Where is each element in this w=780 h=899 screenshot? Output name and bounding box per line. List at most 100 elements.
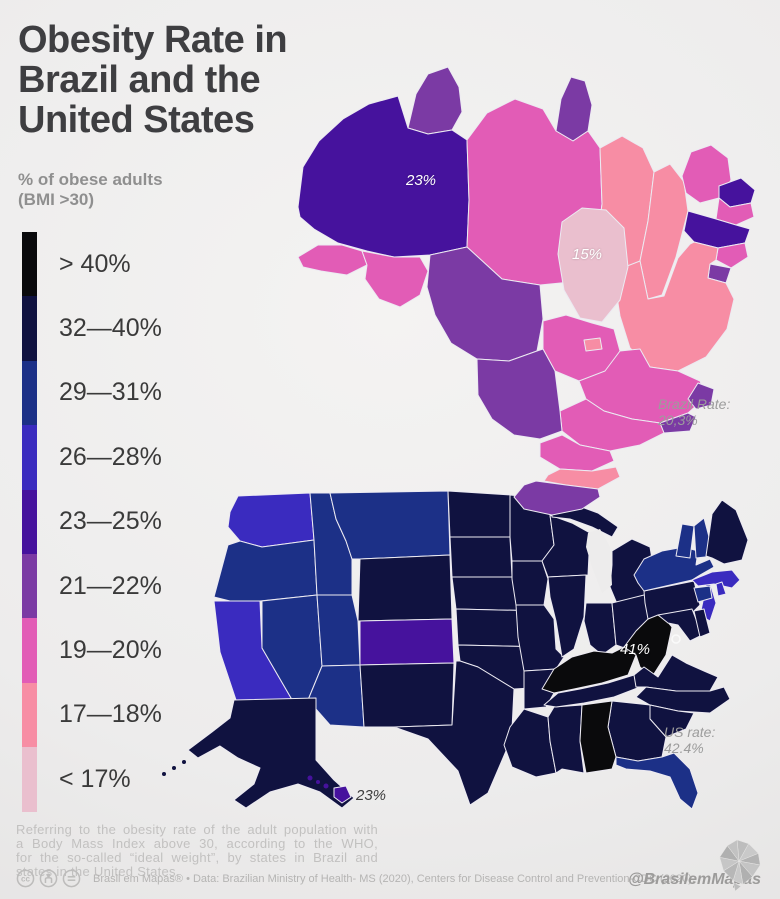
brazil-state (639, 163, 689, 300)
footnote-line-3: for the so-called “ideal weight”, by sta… (16, 850, 378, 865)
credits-bar: cc Brasil em Mapas® • Data: Brazilian Mi… (16, 869, 695, 888)
legend-label: 26—28% (59, 442, 162, 471)
subtitle-line-1: % of obese adults (18, 170, 163, 189)
brazil-state (476, 348, 563, 440)
subtitle: % of obese adults (BMI >30) (18, 170, 163, 210)
legend-swatch (22, 682, 37, 748)
us-state (316, 780, 320, 784)
attribution-icon (39, 869, 58, 888)
legend-swatch (22, 618, 37, 683)
brazil-state (539, 434, 615, 472)
legend-swatch (22, 489, 37, 554)
brazil-state (583, 337, 603, 352)
us-state (693, 608, 711, 638)
legend-item: 19—20% (22, 618, 162, 683)
brazil-state (557, 207, 629, 323)
us-rate-note: US rate: 42.4% (664, 724, 715, 756)
brazil-amazonas-value-label: 23% (406, 172, 437, 189)
us-state (705, 499, 749, 565)
us-state (333, 785, 352, 804)
us-state (307, 664, 365, 728)
title-line-2: Brazil and the (18, 59, 261, 101)
legend-item: 17—18% (22, 682, 162, 748)
svg-text:cc: cc (21, 875, 30, 884)
brasil-em-mapas-logo (719, 839, 761, 892)
us-state (227, 492, 315, 548)
us-state (182, 760, 186, 764)
cc-icon: cc (16, 869, 35, 888)
legend-label: 23—25% (59, 507, 162, 536)
legend-label: 32—40% (59, 314, 162, 343)
us-state (449, 536, 513, 578)
legend-item: < 17% (22, 747, 162, 812)
footnote-line-2: a Body Mass Index above 30, according to… (16, 836, 378, 851)
legend-swatch (22, 296, 37, 361)
us-state (633, 654, 719, 692)
title-line-1: Obesity Rate in (18, 19, 288, 61)
us-state (691, 569, 741, 589)
no-derivatives-icon (62, 869, 81, 888)
us-state (359, 618, 455, 666)
legend-item: 23—25% (22, 489, 162, 554)
legend-label: 29—31% (59, 378, 162, 407)
brazil-rate-note: Brazil Rate: 20,3% (658, 396, 730, 428)
us-state (579, 700, 617, 774)
source-text: Brasil em Mapas® • Data: Brazilian Minis… (93, 872, 695, 885)
us-state (172, 766, 176, 770)
us-state (307, 775, 313, 781)
legend: > 40% 32—40% 29—31% 26—28% 23—25% 21—22% 19—20… (22, 232, 162, 812)
us-state (623, 612, 673, 678)
legend-swatch (22, 360, 37, 426)
us-state (583, 602, 617, 656)
legend-swatch (22, 553, 37, 619)
us-state (359, 662, 455, 728)
legend-label: > 40% (59, 249, 131, 278)
us-state (547, 574, 587, 658)
brazil-state (687, 382, 715, 410)
brazil-rate-note-line-1: Brazil Rate: (658, 396, 731, 412)
lake-michigan (586, 529, 612, 593)
us-state (657, 608, 703, 642)
us-state (357, 554, 453, 622)
dc-marker (671, 634, 681, 644)
us-state (693, 585, 713, 603)
legend-item: 21—22% (22, 553, 162, 619)
brazil-state (543, 466, 621, 490)
brazil-rate-note-line-2: 20,3% (658, 412, 698, 428)
us-state (316, 594, 361, 667)
brazil-state (559, 398, 665, 452)
us-state (615, 752, 699, 810)
us-state (447, 490, 513, 538)
brazil-state (407, 66, 463, 135)
brazil-state (513, 480, 601, 516)
us-rate-note-line-1: US rate: (664, 724, 716, 740)
us-state (187, 697, 355, 809)
legend-label: < 17% (59, 764, 131, 793)
legend-label: 21—22% (59, 571, 162, 600)
subtitle-line-2: (BMI >30) (18, 190, 95, 209)
brazil-map (297, 66, 756, 516)
footnote-line-1: Referring to the obesity rate of the adu… (16, 822, 378, 837)
title-line-3: United States (18, 99, 255, 141)
legend-item: 32—40% (22, 296, 162, 361)
legend-label: 19—20% (59, 636, 162, 665)
legend-swatch (22, 747, 37, 812)
us-west-virginia-value-label: 41% (620, 641, 651, 658)
us-state (162, 772, 166, 776)
legend-label: 17—18% (59, 700, 162, 729)
us-state (515, 604, 565, 672)
us-state (635, 686, 731, 714)
us-state (633, 546, 715, 592)
brazil-state (361, 250, 429, 308)
page-title: Obesity Rate in Brazil and the United St… (18, 19, 288, 141)
us-rate-note-line-2: 42.4% (664, 740, 704, 756)
brazil-state (297, 244, 368, 276)
footnote-line-4: states in the United States. (16, 864, 180, 879)
legend-item: 26—28% (22, 425, 162, 490)
legend-swatch (22, 232, 37, 297)
us-state (323, 783, 329, 789)
us-hawaii-value-label: 23% (356, 787, 387, 804)
legend-item: 29—31% (22, 360, 162, 426)
us-state (511, 560, 549, 606)
